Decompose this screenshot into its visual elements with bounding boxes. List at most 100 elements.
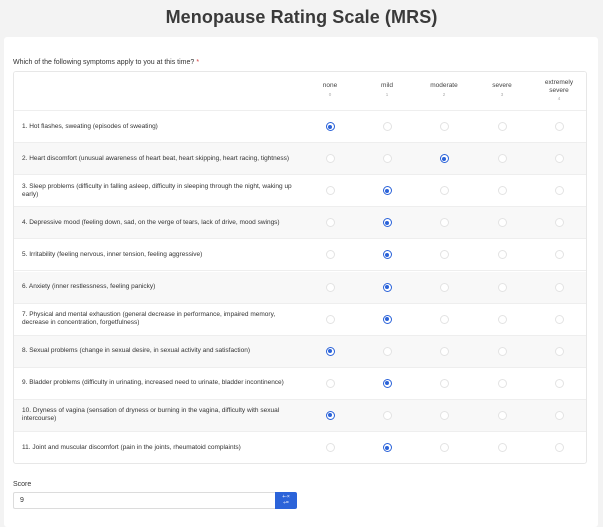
radio-none[interactable] [325, 346, 335, 356]
row-label: 1. Hot flashes, sweating (episodes of sw… [22, 122, 158, 130]
radio-mild[interactable] [382, 443, 392, 452]
matrix-header: none 0 mild 1 moderate 2 severe 3 extremely seve… [14, 72, 586, 111]
radio-severe[interactable] [497, 282, 507, 292]
radio-moderate[interactable] [439, 154, 449, 164]
matrix-row: 4. Depressive mood (feeling down, sad, o… [14, 207, 586, 240]
calculator-button[interactable]: +-× ÷= [275, 492, 297, 509]
matrix-row: 6. Anxiety (inner restlessness, feeling … [14, 271, 586, 304]
row-label: 7. Physical and mental exhaustion (gener… [22, 311, 276, 327]
column-header-moderate: moderate 2 [419, 82, 469, 98]
radio-extremely-severe[interactable] [554, 186, 564, 196]
radio-mild[interactable] [382, 154, 392, 164]
radio-moderate[interactable] [439, 250, 449, 260]
radio-moderate[interactable] [439, 378, 449, 388]
radio-moderate[interactable] [439, 443, 449, 452]
column-value: 1 [385, 91, 389, 97]
radio-moderate[interactable] [439, 218, 449, 228]
radio-moderate[interactable] [439, 346, 449, 356]
radio-severe[interactable] [497, 122, 507, 131]
calculator-icon-top: +-× [282, 494, 290, 500]
column-value: 2 [442, 91, 446, 97]
radio-extremely-severe[interactable] [554, 378, 564, 388]
radio-none[interactable] [325, 282, 335, 292]
radio-mild[interactable] [382, 122, 392, 131]
row-label: 6. Anxiety (inner restlessness, feeling … [22, 283, 156, 290]
radio-extremely-severe[interactable] [554, 122, 564, 131]
radio-severe[interactable] [497, 154, 507, 164]
matrix-row: 9. Bladder problems (difficulty in urina… [14, 368, 586, 400]
radio-none[interactable] [325, 443, 335, 452]
radio-extremely-severe[interactable] [554, 282, 564, 292]
radio-extremely-severe[interactable] [554, 346, 564, 356]
column-label: moderate [430, 82, 458, 89]
radio-mild[interactable] [382, 218, 392, 228]
radio-severe[interactable] [497, 314, 507, 324]
radio-mild[interactable] [382, 378, 392, 388]
radio-extremely-severe[interactable] [554, 218, 564, 228]
radio-extremely-severe[interactable] [554, 443, 564, 452]
row-label: 5. Irritability (feeling nervous, inner … [22, 250, 203, 258]
matrix-row: 1. Hot flashes, sweating (episodes of sw… [14, 111, 586, 143]
radio-severe[interactable] [497, 346, 507, 356]
radio-moderate[interactable] [439, 122, 449, 131]
matrix-row: 7. Physical and mental exhaustion (gener… [14, 304, 586, 336]
column-value: 4 [557, 96, 561, 101]
row-label: 4. Depressive mood (feeling down, sad, o… [22, 218, 280, 226]
radio-severe[interactable] [497, 186, 507, 196]
radio-moderate[interactable] [439, 282, 449, 292]
radio-none[interactable] [325, 250, 335, 260]
radio-extremely-severe[interactable] [554, 154, 564, 164]
radio-extremely-severe[interactable] [554, 410, 564, 420]
row-label: 2. Heart discomfort (unusual awareness o… [22, 154, 290, 162]
radio-mild[interactable] [382, 314, 392, 324]
calculator-icon-bottom: ÷= [283, 500, 289, 506]
radio-mild[interactable] [382, 282, 392, 292]
column-value: 0 [328, 91, 332, 97]
column-label: severe [492, 82, 512, 89]
column-label: mild [381, 82, 393, 89]
matrix-row: 10. Dryness of vagina (sensation of dryn… [14, 399, 586, 432]
radio-mild[interactable] [382, 346, 392, 356]
row-label: 3. Sleep problems (difficulty in falling… [22, 182, 292, 198]
radio-extremely-severe[interactable] [554, 314, 564, 324]
radio-mild[interactable] [382, 410, 392, 420]
column-header-extremely-severe: extremely severe 4 [534, 79, 584, 103]
column-header-mild: mild 1 [362, 82, 412, 98]
radio-moderate[interactable] [439, 186, 449, 196]
radio-severe[interactable] [497, 218, 507, 228]
column-header-none: none 0 [305, 82, 355, 98]
matrix-row: 2. Heart discomfort (unusual awareness o… [14, 143, 586, 176]
score-input[interactable]: 9 [13, 492, 275, 509]
radio-severe[interactable] [497, 378, 507, 388]
radio-severe[interactable] [497, 410, 507, 420]
matrix-row: 3. Sleep problems (difficulty in falling… [14, 175, 586, 208]
radio-severe[interactable] [497, 250, 507, 260]
column-label: none [322, 82, 338, 89]
row-label: 11. Joint and muscular discomfort (pain … [22, 443, 241, 451]
radio-none[interactable] [325, 218, 335, 228]
radio-mild[interactable] [382, 250, 392, 260]
column-value: 3 [500, 91, 504, 97]
radio-none[interactable] [325, 122, 335, 131]
matrix-row: 11. Joint and muscular discomfort (pain … [14, 432, 586, 463]
column-header-severe: severe 3 [477, 82, 527, 98]
required-mark: * [196, 59, 200, 66]
page-title: Menopause Rating Scale (MRS) [165, 7, 438, 27]
radio-none[interactable] [325, 410, 335, 420]
radio-none[interactable] [325, 378, 335, 388]
radio-moderate[interactable] [439, 314, 449, 324]
matrix-row: 8. Sexual problems (change in sexual des… [14, 335, 586, 368]
row-label: 9. Bladder problems (difficulty in urina… [22, 379, 284, 387]
radio-none[interactable] [325, 314, 335, 324]
column-label: extremely severe [544, 79, 574, 94]
radio-mild[interactable] [382, 186, 392, 196]
score-label: Score [13, 481, 32, 488]
radio-severe[interactable] [497, 443, 507, 452]
radio-extremely-severe[interactable] [554, 250, 564, 260]
radio-none[interactable] [325, 186, 335, 196]
symptom-matrix: none 0 mild 1 moderate 2 severe 3 extremely seve… [13, 71, 587, 464]
matrix-row: 5. Irritability (feeling nervous, inner … [14, 239, 586, 272]
radio-moderate[interactable] [439, 410, 449, 420]
radio-none[interactable] [325, 154, 335, 164]
row-label: 10. Dryness of vagina (sensation of dryn… [22, 407, 280, 423]
